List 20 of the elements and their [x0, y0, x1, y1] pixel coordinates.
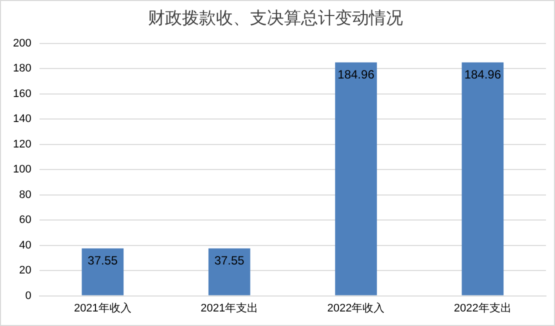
y-tick-label: 200	[12, 37, 32, 50]
data-label: 37.55	[88, 254, 118, 268]
data-label: 184.96	[464, 68, 502, 82]
y-tick-label: 80	[19, 188, 32, 201]
x-tick-label: 2021年收入	[74, 301, 132, 314]
x-tick-label: 2021年支出	[200, 301, 258, 314]
data-label: 37.55	[214, 254, 245, 268]
y-tick-label: 100	[12, 164, 32, 176]
y-tick-label: 140	[12, 113, 32, 126]
y-tick-label: 180	[12, 62, 32, 75]
y-tick-label: 0	[25, 290, 32, 302]
chart-title: 财政拨款收、支决算总计变动情况	[148, 8, 403, 29]
y-tick-label: 120	[12, 138, 32, 150]
x-tick-label: 2022年支出	[454, 301, 512, 314]
y-tick-label: 40	[19, 239, 32, 252]
data-label: 184.96	[338, 68, 375, 82]
y-tick-label: 20	[19, 264, 32, 277]
x-tick-label: 2022年收入	[327, 301, 385, 314]
y-tick-label: 60	[19, 214, 32, 226]
y-tick-label: 160	[12, 88, 32, 100]
